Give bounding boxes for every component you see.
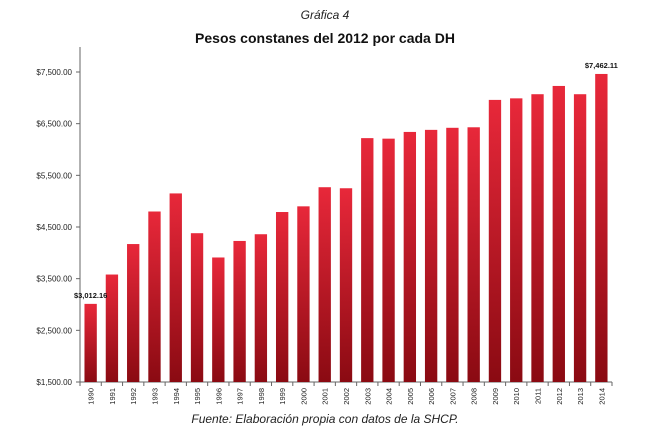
- y-tick-label: $7,500.00: [36, 68, 72, 77]
- bar-1997: [233, 240, 246, 382]
- x-tick-label-2008: 2008: [470, 388, 479, 405]
- x-tick-label-1998: 1998: [257, 388, 266, 405]
- bar-2000: [297, 206, 310, 382]
- x-tick-label-2006: 2006: [427, 388, 436, 405]
- bar-2007: [446, 127, 459, 382]
- x-tick-label-2004: 2004: [385, 388, 394, 405]
- bar-1991: [105, 274, 119, 382]
- y-tick-label: $6,500.00: [36, 120, 72, 129]
- y-tick-label: $2,500.00: [36, 326, 72, 335]
- bar-1998: [254, 234, 268, 382]
- bar-2004: [382, 138, 395, 382]
- y-tick-label: $5,500.00: [36, 171, 72, 180]
- bar-2014: [595, 73, 608, 383]
- bar-1995: [190, 233, 204, 382]
- bar-2009: [488, 99, 502, 383]
- data-label-2014: $7,462.11: [585, 61, 618, 70]
- x-tick-label-1997: 1997: [236, 388, 245, 405]
- x-tick-label-2014: 2014: [597, 388, 606, 405]
- x-tick-label-2005: 2005: [406, 388, 415, 405]
- y-tick-label: $4,500.00: [36, 223, 72, 232]
- x-tick-label-2001: 2001: [321, 388, 330, 405]
- y-tick-label: $1,500.00: [36, 378, 72, 387]
- chart-title: Pesos constanes del 2012 por cada DH: [195, 30, 455, 46]
- bar-2005: [403, 131, 417, 382]
- bar-2001: [318, 187, 331, 382]
- x-tick-label-1993: 1993: [150, 388, 159, 405]
- bar-1990: [84, 303, 97, 382]
- bar-2006: [424, 129, 438, 382]
- bar-2003: [361, 138, 374, 382]
- source-note: Fuente: Elaboración propia con datos de …: [191, 412, 459, 426]
- x-tick-label-1992: 1992: [129, 388, 138, 405]
- x-tick-label-1996: 1996: [214, 388, 223, 405]
- bar-1994: [169, 193, 182, 382]
- x-tick-label-2011: 2011: [534, 388, 543, 404]
- x-tick-label-2012: 2012: [555, 388, 564, 405]
- x-tick-label-1990: 1990: [87, 388, 96, 405]
- bar-2013: [573, 94, 587, 382]
- bar-1999: [275, 212, 289, 382]
- bar-1996: [212, 257, 225, 382]
- figure-label: Gráfica 4: [300, 8, 350, 22]
- x-tick-label-2010: 2010: [512, 388, 521, 405]
- bar-1992: [127, 244, 140, 382]
- bar-2011: [531, 94, 544, 382]
- bar-2010: [510, 98, 523, 382]
- x-tick-label-2003: 2003: [363, 388, 372, 405]
- data-label-1990: $3,012.16: [74, 291, 107, 300]
- x-tick-label-2013: 2013: [576, 388, 585, 405]
- x-tick-label-2002: 2002: [342, 388, 351, 405]
- x-tick-label-1995: 1995: [193, 388, 202, 405]
- x-tick-label-2007: 2007: [448, 388, 457, 405]
- x-tick-label-2009: 2009: [491, 388, 500, 405]
- bar-2002: [339, 188, 353, 382]
- y-tick-label: $3,500.00: [36, 275, 72, 284]
- bar-2012: [552, 85, 565, 382]
- x-tick-label-2000: 2000: [299, 388, 308, 405]
- x-tick-label-1991: 1991: [108, 388, 117, 405]
- x-tick-label-1994: 1994: [172, 388, 181, 405]
- bar-2008: [467, 127, 480, 383]
- x-tick-label-1999: 1999: [278, 388, 287, 405]
- bar-1993: [148, 211, 161, 382]
